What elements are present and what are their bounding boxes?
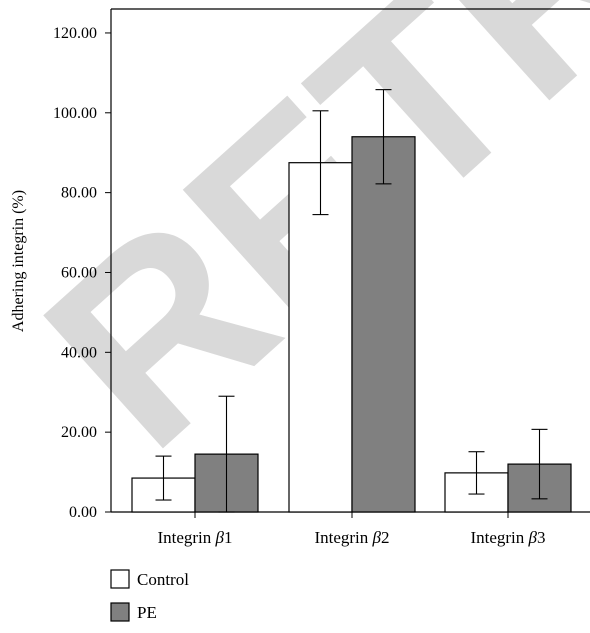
x-tick-label: Integrin β3	[470, 528, 545, 547]
chart-labels: 0.00 20.00 40.00 60.00 80.00 100.00 120.00 Adhe…	[10, 25, 546, 547]
y-axis-title: Adhering integrin (%)	[10, 190, 27, 332]
legend-label-control: Control	[137, 570, 189, 589]
y-tick-label: 80.00	[61, 185, 97, 202]
y-tick-label: 60.00	[61, 264, 97, 281]
y-tick-label: 100.00	[53, 105, 97, 122]
x-tick-label: Integrin β1	[157, 528, 232, 547]
legend-swatch-control	[110, 569, 130, 589]
legend-swatch-pe	[110, 602, 130, 622]
bar-pe-2	[351, 136, 416, 513]
chart-legend: Control PE	[110, 569, 189, 622]
chart-error-bars	[155, 89, 548, 513]
legend-label-pe: PE	[137, 603, 157, 622]
y-tick-label: 120.00	[53, 25, 97, 42]
bar-control-2	[288, 162, 353, 513]
y-tick-label: 0.00	[69, 504, 97, 521]
y-tick-label: 20.00	[61, 424, 97, 441]
x-tick-label: Integrin β2	[314, 528, 389, 547]
y-tick-label: 40.00	[61, 344, 97, 361]
